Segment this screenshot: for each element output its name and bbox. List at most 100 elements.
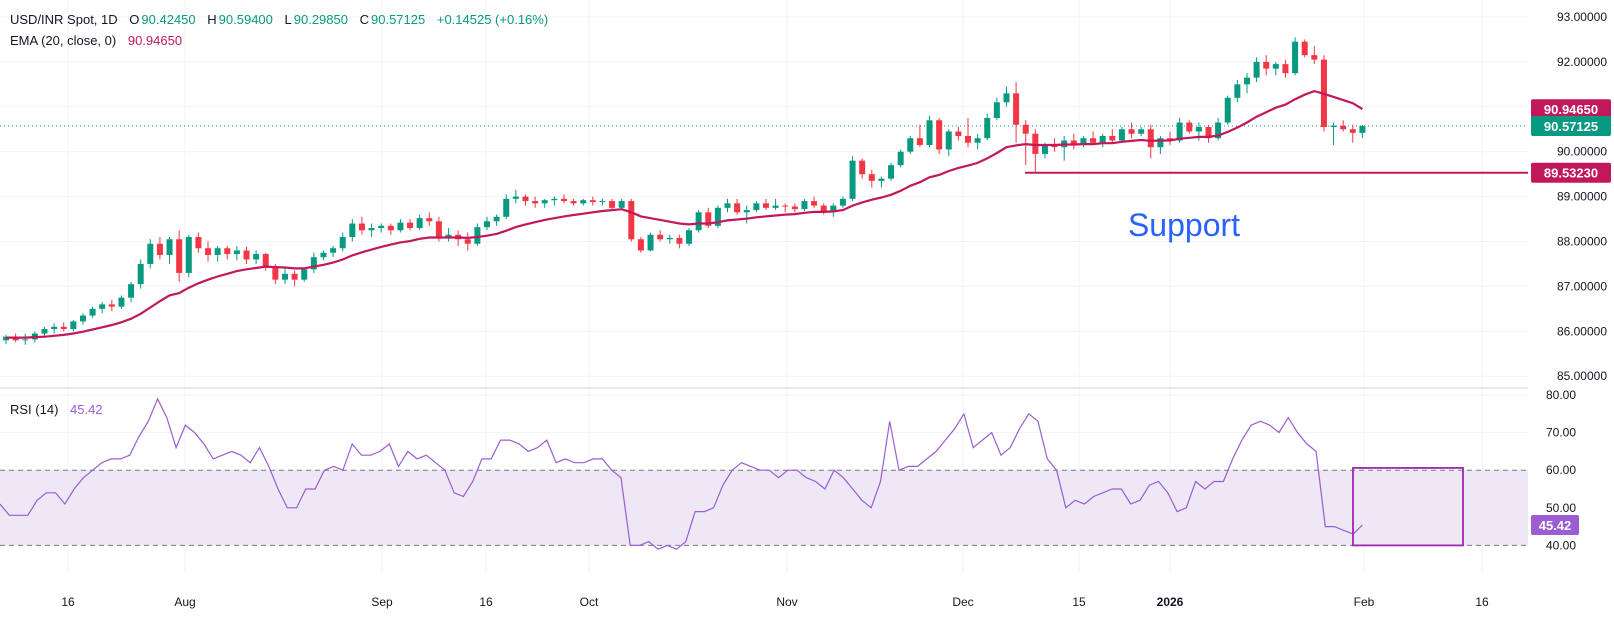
candle-body [1311,55,1318,60]
x-tick-label: 2026 [1157,595,1184,609]
support-badge-text: 89.53230 [1544,166,1598,181]
candle-body [291,273,298,280]
y-tick-label: 85.00000 [1557,369,1607,383]
axes: 93.0000092.0000091.0000090.0000089.00000… [61,10,1607,609]
candle-body [166,239,173,255]
candle-body [666,237,673,240]
candle-body [503,198,510,217]
candle-body [339,237,346,249]
candle-body [195,237,202,249]
x-tick-label: 16 [1475,595,1489,609]
candle-body [859,160,866,175]
candle-body [262,254,269,267]
candle-body [512,196,519,199]
candle-body [570,201,577,204]
candle-body [849,160,856,199]
rsi-tick-label: 60.00 [1546,463,1576,477]
candle-body [1118,129,1125,141]
candle-body [1109,135,1116,141]
candle-body [724,203,731,208]
candle-body [137,263,144,285]
candle-body [320,252,327,258]
candle-body [310,257,317,270]
candle-body [945,131,952,150]
candle-body [916,138,923,145]
x-tick-label: Sep [371,595,393,609]
rsi-badge-text: 45.42 [1539,518,1572,533]
ema-line [6,89,1363,339]
main-legend: USD/INR Spot, 1D O 90.42450 H 90.59400 L 90… [10,12,550,28]
candle-body [147,243,154,264]
candle-body [647,234,654,251]
candle-body [974,138,981,143]
candle-body [426,218,433,222]
candle-body [1330,125,1337,128]
candle-body [1167,138,1174,141]
candle-body [1080,138,1087,145]
candle-body [1340,125,1347,130]
candle-body [233,250,240,255]
candle-body [51,326,58,330]
y-tick-label: 93.00000 [1557,10,1607,24]
candle-body [128,284,135,298]
candle-body [955,131,962,136]
candle-body [301,269,308,280]
candle-body [734,203,741,213]
rsi-series [0,397,1363,550]
candle-body [839,198,846,206]
candle-body [811,201,818,206]
candle-body [936,120,943,150]
candle-body [1263,61,1270,69]
ema-series [6,89,1363,339]
change-value: +0.14525 (+0.16%) [436,12,549,27]
symbol-label[interactable]: USD/INR Spot, 1D [10,12,118,27]
candle-body [1359,126,1366,133]
support-line [0,125,1528,174]
candle-body [801,201,808,210]
low-label: L [284,12,292,27]
candle-body [1176,122,1183,141]
candle-body [1070,140,1077,145]
candle-body [609,201,616,208]
candle-body [368,228,375,231]
candle-body [272,266,279,280]
candle-body [493,216,500,222]
candle-body [1041,144,1048,154]
candles [3,37,1366,345]
rsi-tick-label: 50.00 [1546,501,1576,515]
ema-badge-bg [1531,99,1611,120]
candle-body [1301,41,1308,56]
candle-body [243,250,250,260]
rsi-tick-label: 40.00 [1546,538,1576,552]
rsi-legend-value: 45.42 [70,402,103,417]
candle-body [541,200,548,204]
support-annotation: Support [1128,207,1240,243]
y-tick-label: 87.00000 [1557,279,1607,293]
close-label: C [359,12,369,27]
candle-body [397,222,404,231]
candle-body [599,201,606,203]
x-tick-label: Feb [1354,595,1375,609]
y-tick-label: 86.00000 [1557,324,1607,338]
y-tick-label: 89.00000 [1557,190,1607,204]
candle-body [637,239,644,251]
x-tick-label: 15 [1072,595,1086,609]
candle-body [791,206,798,210]
candle-body [522,196,529,202]
ema-legend[interactable]: EMA (20, close, 0) 90.94650 [10,33,184,49]
x-tick-label: Dec [952,595,973,609]
candle-body [156,243,163,255]
candle-body [1205,127,1212,139]
rsi-legend[interactable]: RSI (14) 45.42 [10,402,105,418]
candle-body [1147,129,1154,148]
candle-body [830,205,837,213]
candle-body [743,210,750,213]
candle-body [1195,127,1202,132]
candle-body [358,223,365,231]
high-value: 90.59400 [218,12,273,27]
candle-body [560,198,567,202]
ema-legend-value: 90.94650 [127,33,183,48]
candle-body [435,221,442,238]
candle-body [387,225,394,231]
